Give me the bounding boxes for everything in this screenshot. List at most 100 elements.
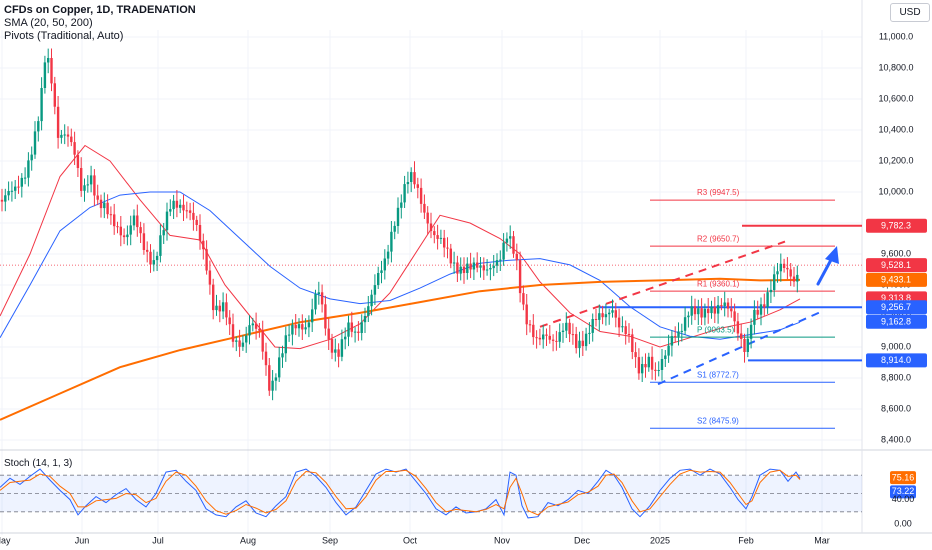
candle-body [792, 276, 796, 282]
x-tick-label[interactable]: Sep [322, 535, 338, 545]
candle-body [509, 236, 512, 239]
candle-body [584, 333, 588, 347]
candle-body [274, 377, 278, 381]
arrow-head [825, 246, 839, 264]
candle-body [208, 270, 212, 285]
stoch-d-tag [890, 485, 916, 499]
pivots-indicator-label[interactable]: Pivots (Traditional, Auto) [4, 30, 124, 42]
price-tag-label: 9,256.7 [881, 302, 911, 312]
candle-body [499, 259, 502, 261]
candle-body [660, 359, 664, 370]
candle-body [726, 302, 730, 309]
grid [0, 0, 932, 535]
candle-body [683, 317, 687, 331]
candle-body [344, 336, 347, 340]
time-axis[interactable]: May Jun Jul Aug Sep Oct Nov Dec 2025 Feb Mar [0, 535, 830, 545]
y-tick-label: 10,600.0 [878, 93, 913, 103]
x-tick-label[interactable]: Nov [494, 535, 511, 545]
sma-indicator-label[interactable]: SMA (20, 50, 200) [4, 17, 93, 29]
candle-body [10, 190, 14, 192]
channel-upper-line[interactable] [539, 240, 786, 328]
x-tick-label[interactable]: Jun [75, 535, 90, 545]
x-tick-label[interactable]: Aug [240, 535, 256, 545]
x-tick-label[interactable]: Dec [574, 535, 591, 545]
pivot-label: R2 (9650.7) [697, 234, 740, 243]
candle-body [165, 211, 169, 231]
stoch-d-line [0, 469, 801, 516]
candle-body [14, 186, 17, 191]
price-tag [866, 272, 927, 287]
candle-body [746, 338, 749, 352]
channel-lower-line[interactable] [657, 310, 823, 386]
candle-body [763, 304, 766, 308]
price-tag-label: 9,433.1 [881, 275, 911, 285]
candle-body [76, 154, 80, 168]
candle-body [588, 332, 591, 334]
candle-body [495, 260, 499, 266]
candle-body [472, 262, 476, 270]
currency-button[interactable]: USD [890, 3, 930, 22]
price-tag-label: 9,528.1 [881, 260, 911, 270]
candle-body [182, 204, 185, 211]
candle-body [462, 266, 466, 273]
x-tick-label[interactable]: May [0, 535, 11, 545]
symbol-title[interactable]: CFDs on Copper, 1D, TRADENATION [4, 4, 196, 16]
price-tag [866, 218, 927, 233]
price-axis[interactable]: 11,000.0 10,800.0 10,600.0 10,400.0 10,200.0… [878, 31, 913, 444]
trend-channel[interactable] [539, 240, 823, 386]
candle-body [482, 265, 485, 271]
candle-body [314, 294, 317, 310]
candle-body [80, 168, 83, 191]
x-tick-label[interactable]: Mar [814, 535, 830, 545]
candle-body [561, 330, 565, 332]
candle-body [416, 184, 419, 188]
candle-body [73, 142, 76, 155]
candle-body [443, 237, 446, 248]
up-arrow-icon[interactable] [816, 246, 839, 286]
candle-body [258, 328, 261, 331]
candle-body [202, 240, 205, 250]
candle-body [786, 267, 789, 270]
candle-body [30, 154, 33, 161]
candle-body [53, 83, 56, 107]
candle-body [386, 251, 390, 259]
candle-body [756, 309, 759, 315]
candle-body [132, 215, 136, 226]
candle-body [162, 230, 165, 236]
candle-body [304, 327, 307, 330]
candle-body [231, 324, 235, 342]
pivot-label: R1 (9360.1) [697, 279, 740, 288]
candle-body [439, 237, 443, 239]
candle-body [215, 305, 218, 311]
candle-body [70, 136, 73, 143]
x-tick-label[interactable]: 2025 [650, 535, 670, 545]
candle-body [185, 210, 188, 212]
candle-body [96, 195, 99, 200]
candle-body [485, 269, 489, 271]
candle-body [324, 304, 327, 329]
candle-body [367, 306, 370, 316]
price-tag [866, 300, 927, 315]
candle-body [370, 294, 373, 307]
candle-body [617, 317, 621, 328]
candle-body [393, 225, 396, 232]
candle-body [687, 315, 690, 318]
candle-body [17, 186, 20, 188]
candle-body [212, 284, 215, 311]
x-tick-label[interactable]: Oct [403, 535, 418, 545]
arrow-shaft [816, 256, 834, 286]
x-tick-label[interactable]: Feb [738, 535, 754, 545]
candle-body [535, 337, 538, 339]
candle-body [198, 225, 202, 241]
stoch-indicator-label[interactable]: Stoch (14, 1, 3) [4, 458, 73, 469]
candle-body [459, 266, 462, 274]
y-tick-label: 9,000.0 [881, 341, 911, 351]
price-tag [866, 258, 927, 273]
candle-body [169, 209, 172, 212]
candle-body [248, 325, 251, 336]
x-tick-label[interactable]: Jul [152, 535, 164, 545]
candle-body [63, 134, 66, 136]
candle-body [647, 356, 650, 368]
y-tick-label: 10,200.0 [878, 155, 913, 165]
